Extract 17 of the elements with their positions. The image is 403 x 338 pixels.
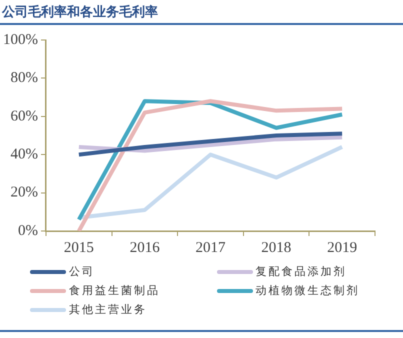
y-tick-label: 100% <box>2 32 38 48</box>
x-tick-label: 2016 <box>130 240 160 256</box>
legend-label: 食用益生菌制品 <box>69 283 160 298</box>
x-tick-label: 2017 <box>196 240 226 256</box>
y-tick-label: 20% <box>10 184 38 201</box>
x-tick-label: 2015 <box>64 240 94 256</box>
y-tick-label: 60% <box>10 108 38 124</box>
legend-label: 其他主营业务 <box>69 302 147 317</box>
x-tick-label: 2019 <box>327 240 358 256</box>
legend-label: 动植物微生态制剂 <box>256 283 360 298</box>
chart-title: 公司毛利率和各业务毛利率 <box>0 4 159 21</box>
y-tick-label: 80% <box>10 70 38 86</box>
y-tick-label: 0% <box>18 222 38 239</box>
x-tick-label: 2018 <box>261 240 292 256</box>
legend-label: 公司 <box>69 264 95 279</box>
legend-label: 复配食品添加剂 <box>256 264 346 279</box>
y-tick-label: 40% <box>10 146 38 163</box>
